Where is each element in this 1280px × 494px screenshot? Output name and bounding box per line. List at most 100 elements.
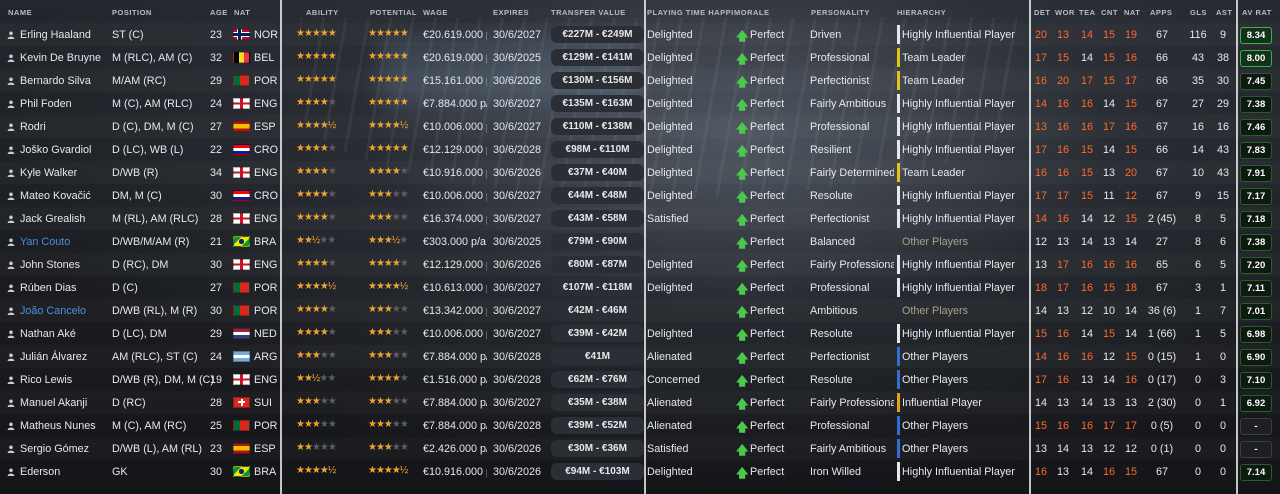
col-det[interactable]: DET <box>1034 8 1051 17</box>
col-transfer-value[interactable]: TRANSFER VALUE <box>551 8 626 17</box>
col-personality[interactable]: PERSONALITY <box>811 8 870 17</box>
player-row[interactable]: João Cancelo D/WB (RL), M (R) 30 POR ★★★… <box>0 299 1280 322</box>
player-profile-icon[interactable] <box>7 77 15 85</box>
player-profile-icon[interactable] <box>7 31 15 39</box>
player-profile-icon[interactable] <box>7 54 15 62</box>
transfer-value-badge[interactable]: €30M - €36M <box>551 440 644 457</box>
col-potential[interactable]: POTENTIAL <box>370 8 417 17</box>
player-profile-icon[interactable] <box>7 376 15 384</box>
transfer-value-badge[interactable]: €227M - €249M <box>551 26 644 43</box>
player-profile-icon[interactable] <box>7 123 15 131</box>
player-profile-icon[interactable] <box>7 399 15 407</box>
player-name[interactable]: Kevin De Bruyne <box>20 52 102 64</box>
player-row[interactable]: John Stones D (RC), DM 30 ENG ★★★★★ ★★★★… <box>0 253 1280 276</box>
player-row[interactable]: Phil Foden M (C), AM (RLC) 24 ENG ★★★★★ … <box>0 92 1280 115</box>
transfer-value-badge[interactable]: €94M - €103M <box>551 463 644 480</box>
transfer-value-badge[interactable]: €44M - €48M <box>551 187 644 204</box>
col-age[interactable]: AGE <box>210 8 228 17</box>
player-name[interactable]: Rúben Dias <box>20 282 77 294</box>
col-apps[interactable]: APPS <box>1150 8 1173 17</box>
player-profile-icon[interactable] <box>7 353 15 361</box>
transfer-value-badge[interactable]: €129M - €141M <box>551 49 644 66</box>
col-expires[interactable]: EXPIRES <box>493 8 530 17</box>
player-profile-icon[interactable] <box>7 238 15 246</box>
col-name[interactable]: NAME <box>8 8 33 17</box>
player-row[interactable]: Nathan Aké D (LC), DM 29 NED ★★★★★ ★★★★★… <box>0 322 1280 345</box>
player-name[interactable]: Mateo Kovačić <box>20 190 91 202</box>
transfer-value-badge[interactable]: €62M - €76M <box>551 371 644 388</box>
player-name[interactable]: Joško Gvardiol <box>20 144 92 156</box>
col-cnt[interactable]: CNT <box>1101 8 1118 17</box>
player-name[interactable]: Bernardo Silva <box>20 75 91 87</box>
transfer-value-badge[interactable]: €39M - €52M <box>551 417 644 434</box>
player-name[interactable]: Matheus Nunes <box>20 420 96 432</box>
col-wor[interactable]: WOR <box>1055 8 1075 17</box>
transfer-value-badge[interactable]: €79M - €90M <box>551 233 644 250</box>
player-name[interactable]: Nathan Aké <box>20 328 76 340</box>
col-playing-time[interactable]: PLAYING TIME HAPPI <box>647 8 734 17</box>
player-name[interactable]: Jack Grealish <box>20 213 86 225</box>
player-profile-icon[interactable] <box>7 192 15 200</box>
transfer-value-badge[interactable]: €43M - €58M <box>551 210 644 227</box>
player-profile-icon[interactable] <box>7 445 15 453</box>
player-row[interactable]: Julián Álvarez AM (RLC), ST (C) 24 ARG ★… <box>0 345 1280 368</box>
player-name[interactable]: Sergio Gómez <box>20 443 90 455</box>
player-row[interactable]: Kyle Walker D/WB (R) 34 ENG ★★★★★ ★★★★★ … <box>0 161 1280 184</box>
player-profile-icon[interactable] <box>7 468 15 476</box>
transfer-value-badge[interactable]: €39M - €42M <box>551 325 644 342</box>
col-nat[interactable]: NAT <box>234 8 251 17</box>
col-position[interactable]: POSITION <box>112 8 152 17</box>
player-row[interactable]: Erling Haaland ST (C) 23 NOR ★★★★★ ★★★★★… <box>0 23 1280 46</box>
player-profile-icon[interactable] <box>7 146 15 154</box>
player-name[interactable]: Erling Haaland <box>20 29 91 41</box>
player-row[interactable]: Manuel Akanji D (RC) 28 SUI ★★★★★ ★★★★★ … <box>0 391 1280 414</box>
transfer-value-badge[interactable]: €80M - €87M <box>551 256 644 273</box>
col-hierarchy[interactable]: HIERARCHY <box>897 8 947 17</box>
transfer-value-badge[interactable]: €42M - €46M <box>551 302 644 319</box>
transfer-value-badge[interactable]: €135M - €163M <box>551 95 644 112</box>
player-profile-icon[interactable] <box>7 169 15 177</box>
col-av-rat[interactable]: AV RAT <box>1242 8 1272 17</box>
transfer-value-badge[interactable]: €37M - €40M <box>551 164 644 181</box>
transfer-value-badge[interactable]: €130M - €156M <box>551 72 644 89</box>
player-name[interactable]: Phil Foden <box>20 98 72 110</box>
col-nat2[interactable]: NAT <box>1124 8 1141 17</box>
transfer-value-badge[interactable]: €41M <box>551 348 644 365</box>
player-row[interactable]: Kevin De Bruyne M (RLC), AM (C) 32 BEL ★… <box>0 46 1280 69</box>
transfer-value-badge[interactable]: €35M - €38M <box>551 394 644 411</box>
player-row[interactable]: Matheus Nunes M (C), AM (RC) 25 POR ★★★★… <box>0 414 1280 437</box>
player-name[interactable]: Yan Couto <box>20 236 71 248</box>
player-row[interactable]: Joško Gvardiol D (LC), WB (L) 22 CRO ★★★… <box>0 138 1280 161</box>
col-ast[interactable]: AST <box>1216 8 1233 17</box>
player-name[interactable]: Kyle Walker <box>20 167 78 179</box>
player-profile-icon[interactable] <box>7 261 15 269</box>
col-wage[interactable]: WAGE <box>423 8 448 17</box>
player-row[interactable]: Rodri D (C), DM, M (C) 27 ESP ★★★★½ ★★★★… <box>0 115 1280 138</box>
col-ability[interactable]: ABILITY <box>306 8 339 17</box>
player-row[interactable]: Ederson GK 30 BRA ★★★★½ ★★★★½ €10.916.00… <box>0 460 1280 483</box>
player-profile-icon[interactable] <box>7 100 15 108</box>
player-profile-icon[interactable] <box>7 422 15 430</box>
player-row[interactable]: Bernardo Silva M/AM (RC) 29 POR ★★★★★ ★★… <box>0 69 1280 92</box>
player-name[interactable]: Ederson <box>20 466 61 478</box>
col-gls[interactable]: GLS <box>1190 8 1207 17</box>
transfer-value-badge[interactable]: €98M - €110M <box>551 141 644 158</box>
player-name[interactable]: Julián Álvarez <box>20 351 88 363</box>
player-row[interactable]: Sergio Gómez D/WB (L), AM (RL) 23 ESP ★★… <box>0 437 1280 460</box>
col-tea[interactable]: TEA <box>1079 8 1096 17</box>
player-profile-icon[interactable] <box>7 215 15 223</box>
transfer-value-badge[interactable]: €107M - €118M <box>551 279 644 296</box>
player-row[interactable]: Rúben Dias D (C) 27 POR ★★★★½ ★★★★½ €10.… <box>0 276 1280 299</box>
player-profile-icon[interactable] <box>7 330 15 338</box>
player-name[interactable]: Manuel Akanji <box>20 397 88 409</box>
player-name[interactable]: Rico Lewis <box>20 374 73 386</box>
player-name[interactable]: Rodri <box>20 121 46 133</box>
player-profile-icon[interactable] <box>7 284 15 292</box>
player-profile-icon[interactable] <box>7 307 15 315</box>
col-morale[interactable]: MORALE <box>734 8 770 17</box>
player-name[interactable]: João Cancelo <box>20 305 87 317</box>
player-row[interactable]: Jack Grealish M (RL), AM (RLC) 28 ENG ★★… <box>0 207 1280 230</box>
transfer-value-badge[interactable]: €110M - €138M <box>551 118 644 135</box>
player-name[interactable]: John Stones <box>20 259 81 271</box>
player-row[interactable]: Mateo Kovačić DM, M (C) 30 CRO ★★★★★ ★★★… <box>0 184 1280 207</box>
